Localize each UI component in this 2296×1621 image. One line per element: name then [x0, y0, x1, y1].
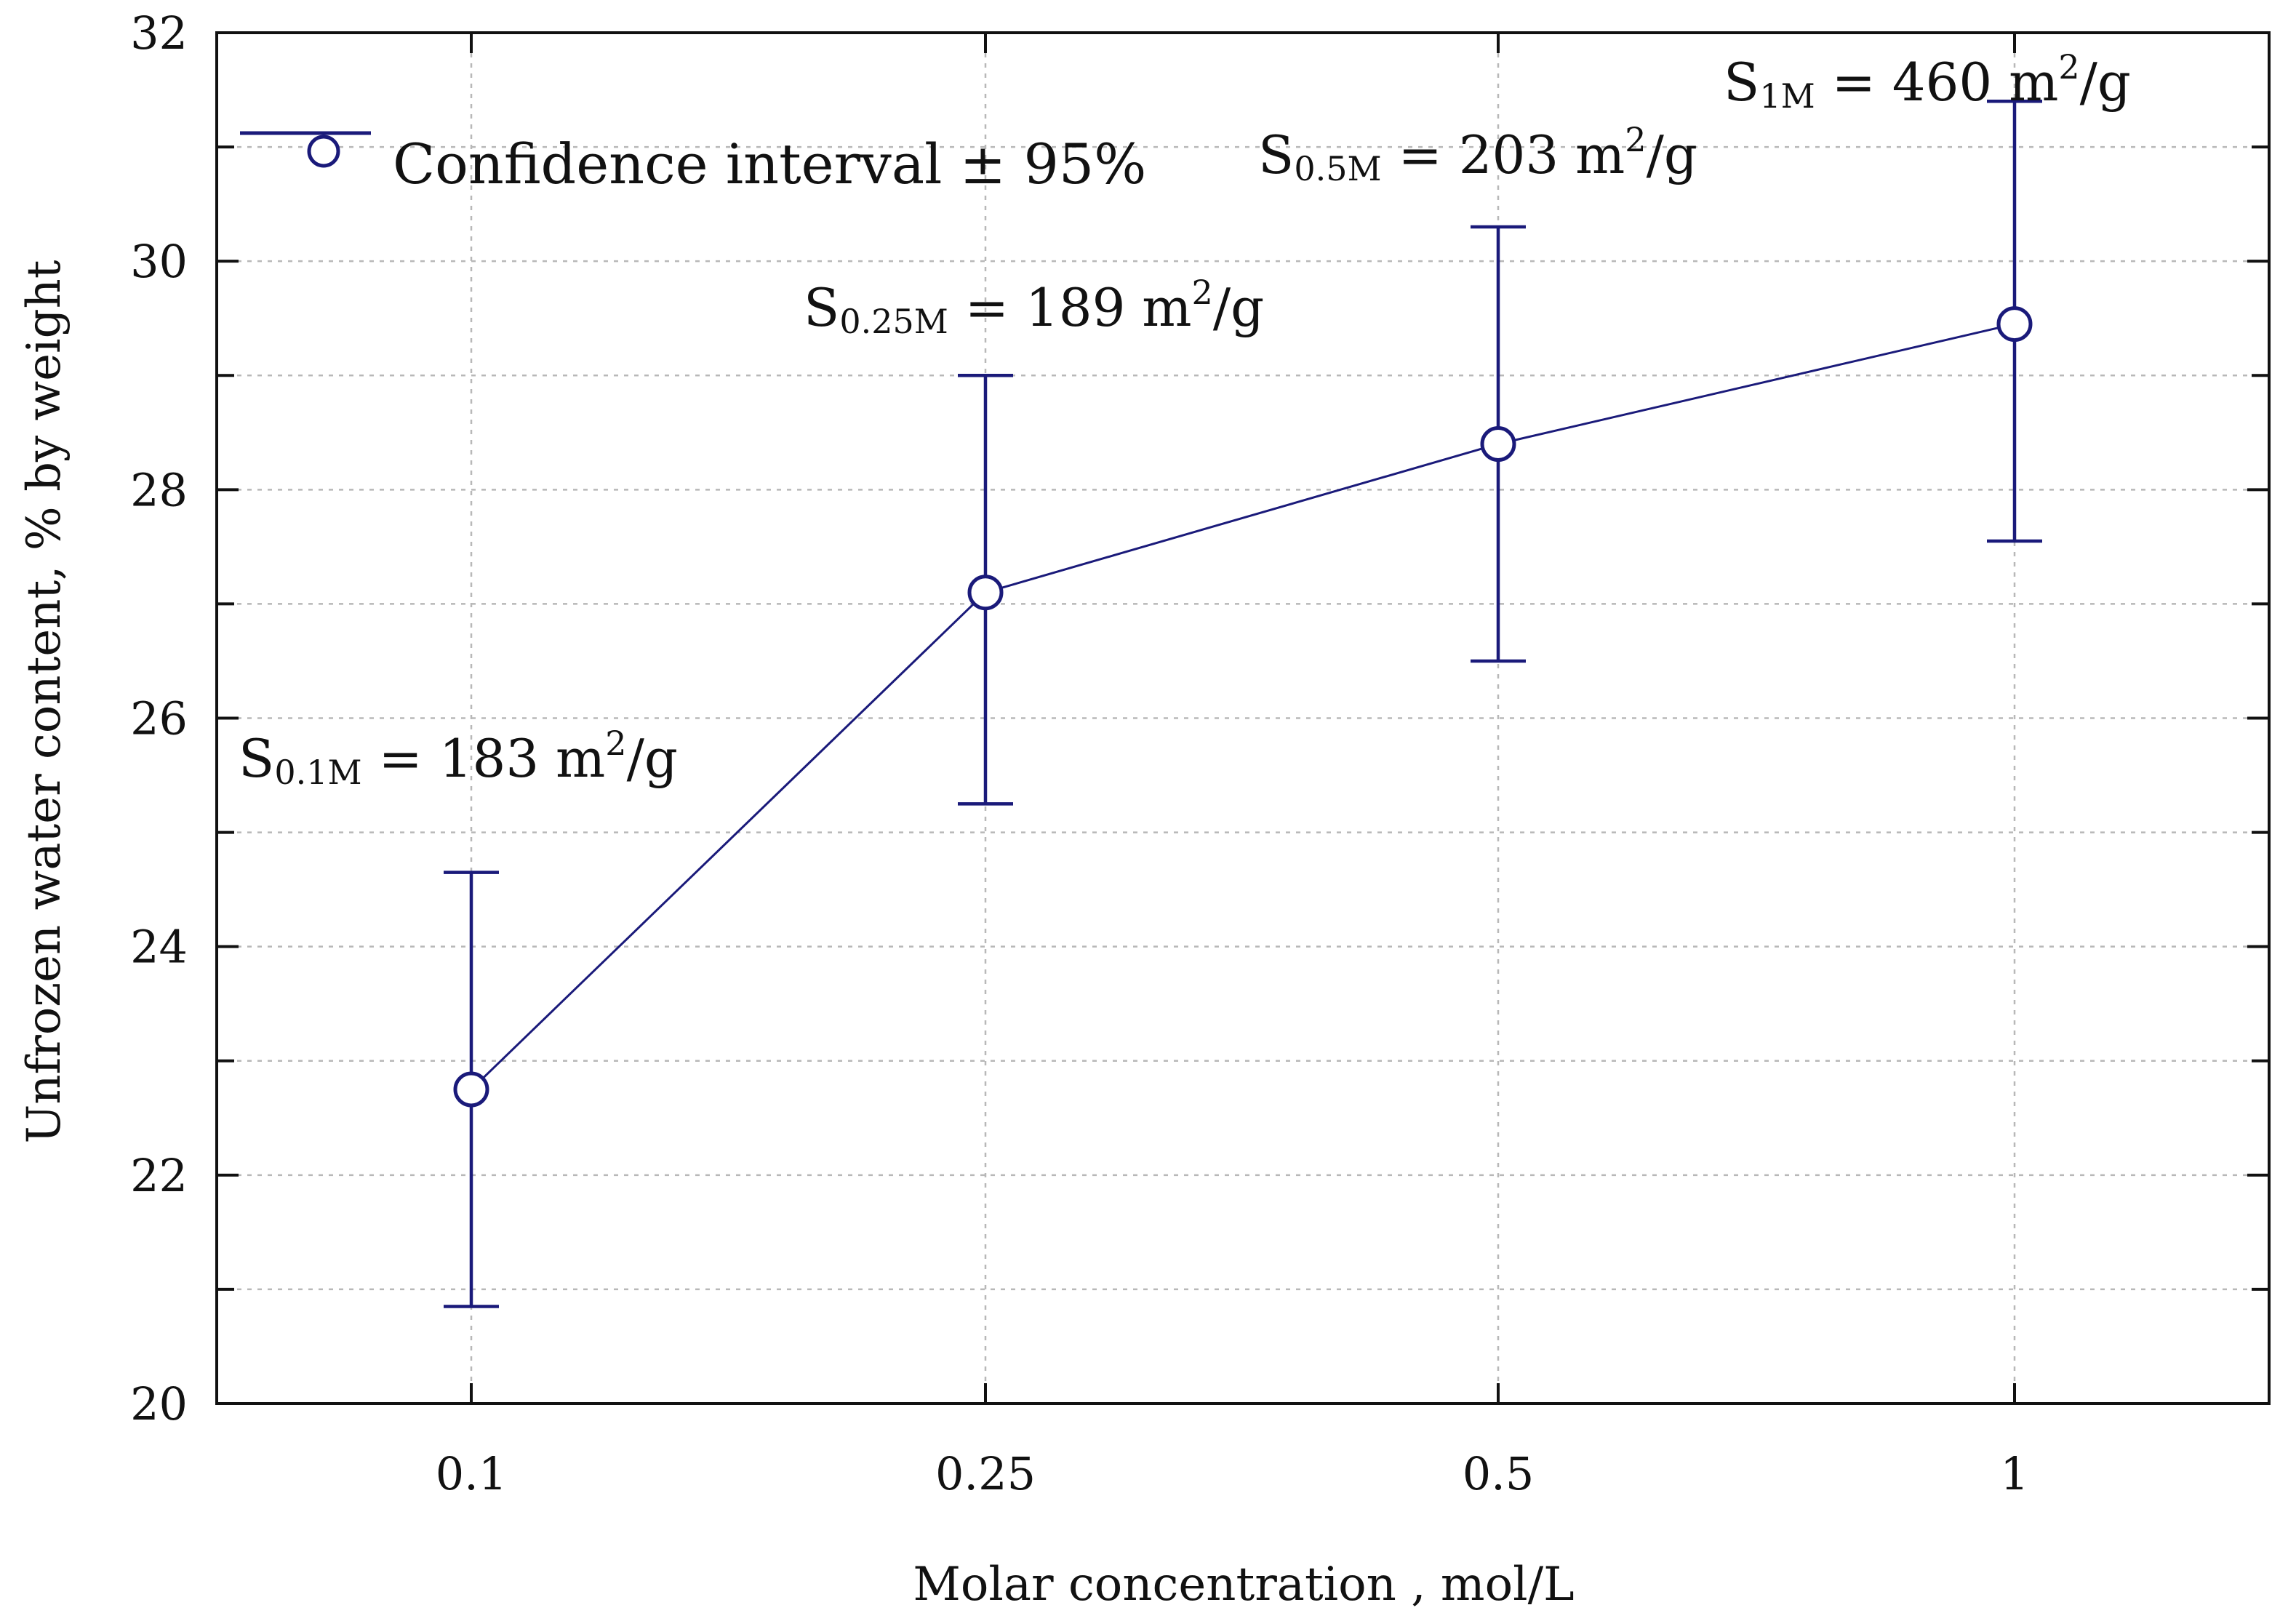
- annotation-0.1M: S0.1M = 183 m2/g: [239, 724, 678, 792]
- y-tick-label: 26: [130, 692, 188, 745]
- series: [444, 100, 2042, 1308]
- grid-lines: [217, 33, 2269, 1404]
- x-tick-label: 0.25: [935, 1447, 1036, 1500]
- y-tick-label: 20: [130, 1377, 188, 1430]
- annotation-0.5M: S0.5M = 203 m2/g: [1258, 120, 1697, 188]
- data-point: [967, 575, 1004, 611]
- data-point: [1480, 426, 1516, 462]
- x-axis-ticks: 0.1 0.25 0.5 1: [436, 33, 2029, 1500]
- y-tick-label: 30: [130, 235, 188, 288]
- y-tick-label: 32: [130, 7, 188, 60]
- x-tick-label: 1: [2000, 1447, 2028, 1500]
- y-tick-label: 28: [130, 463, 188, 516]
- y-axis-title: Unfrozen water content, % by weight: [17, 260, 71, 1143]
- y-axis-ticks: 20 22 24 26 28 30 32: [130, 7, 2269, 1430]
- annotation-1M: S1M = 460 m2/g: [1724, 47, 2131, 116]
- data-point: [453, 1071, 489, 1108]
- legend-marker: [307, 135, 340, 168]
- y-tick-label: 24: [130, 921, 188, 974]
- y-tick-label: 22: [130, 1149, 188, 1202]
- annotation-0.25M: S0.25M = 189 m2/g: [804, 273, 1264, 341]
- x-axis-title: Molar concentration , mol/L: [913, 1558, 1574, 1612]
- series-line: [470, 323, 2015, 1091]
- x-tick-label: 0.1: [436, 1447, 508, 1500]
- legend: Confidence interval ± 95%: [240, 131, 1146, 196]
- x-tick-label: 0.5: [1463, 1447, 1535, 1500]
- legend-label: Confidence interval ± 95%: [393, 132, 1146, 196]
- data-point: [1996, 306, 2033, 343]
